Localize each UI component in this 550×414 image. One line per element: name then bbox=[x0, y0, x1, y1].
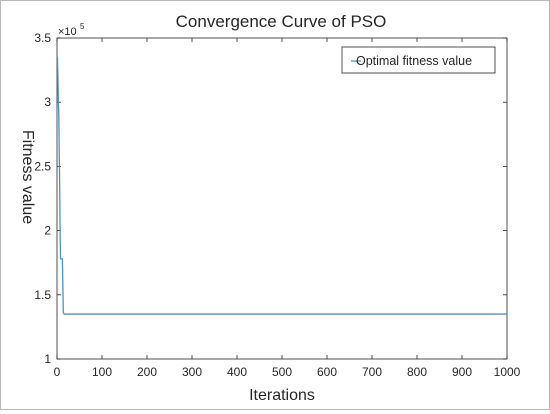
x-tick-label: 800 bbox=[407, 365, 427, 379]
x-axis-ticks: 0 100 200 300 400 500 600 700 800 900 1000 bbox=[54, 38, 521, 379]
y-axis-multiplier: ×10 5 bbox=[58, 22, 85, 38]
chart-title: Convergence Curve of PSO bbox=[176, 12, 387, 31]
y-tick-label: 1.5 bbox=[34, 288, 51, 302]
legend-label: Optimal fitness value bbox=[356, 54, 472, 68]
x-tick-label: 900 bbox=[452, 365, 472, 379]
x-tick-label: 0 bbox=[54, 365, 61, 379]
y-tick-label: 3 bbox=[44, 95, 51, 109]
x-tick-label: 200 bbox=[137, 365, 157, 379]
y-axis-multiplier-base: ×10 bbox=[58, 26, 77, 38]
y-tick-label: 2 bbox=[44, 224, 51, 238]
x-tick-label: 100 bbox=[92, 365, 112, 379]
y-tick-label: 1 bbox=[44, 352, 51, 366]
x-tick-label: 500 bbox=[272, 365, 292, 379]
plot-area bbox=[56, 37, 508, 360]
legend: Optimal fitness value bbox=[341, 46, 496, 74]
x-tick-label: 700 bbox=[362, 365, 382, 379]
x-tick-label: 1000 bbox=[494, 365, 521, 379]
legend-box bbox=[341, 46, 496, 74]
x-tick-label: 400 bbox=[227, 365, 247, 379]
series-lines bbox=[56, 56, 507, 315]
x-tick-label: 600 bbox=[317, 365, 337, 379]
y-axis-ticks: 1 1.5 2 2.5 3 3.5 bbox=[34, 31, 507, 366]
y-tick-label: 3.5 bbox=[34, 31, 51, 45]
y-axis-multiplier-exponent: 5 bbox=[80, 22, 85, 31]
x-axis-label: Iterations bbox=[249, 387, 315, 404]
series-line bbox=[56, 56, 507, 315]
y-tick-label: 2.5 bbox=[34, 159, 51, 173]
x-tick-label: 300 bbox=[182, 365, 202, 379]
y-axis-label: Fitness value bbox=[19, 130, 36, 224]
